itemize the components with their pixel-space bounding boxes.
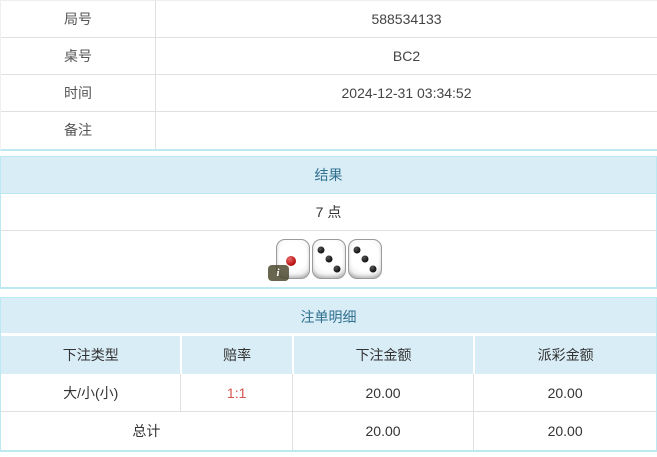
round-id-value: 588534133 [371,10,442,27]
die-3-value-3 [347,239,382,279]
col-bet-type: 下注类型 [62,347,119,363]
table-id-value: BC2 [392,47,421,64]
die-pip [333,265,340,273]
bet-amount: 20.00 [291,374,473,411]
col-payout-amount: 派彩金额 [473,336,656,374]
col-bet-amount: 下注金额 [291,336,473,374]
remark-value [156,112,657,149]
total-bet-amount: 20.00 [291,412,473,450]
table-id-label: 桌号 [1,37,156,75]
col-odds: 赔率 [180,336,291,374]
dice-row: i [1,231,656,287]
bet-odds: 1:1 [180,374,291,411]
die-pip [325,255,333,263]
die-pip [369,265,376,273]
die-pip [361,255,369,263]
table-row: 桌号 BC2 [1,37,657,75]
table-row: 备注 [1,112,657,149]
remark-label: 备注 [1,112,156,149]
round-info-table: 局号 588534133 桌号 BC2 时间 2024-12-31 03:34:… [0,0,657,151]
result-panel: 结果 7 点 i [0,156,657,289]
die-1-value-1: i [267,239,310,281]
bet-payout: 20.00 [473,374,656,411]
image-info-icon[interactable]: i [267,265,289,281]
time-label: 时间 [1,74,156,112]
die-pip [317,246,325,254]
total-label: 总计 [132,423,161,439]
bets-panel-title: 注单明细 [1,298,656,336]
die-pip [286,256,297,267]
result-points: 7 点 [1,194,656,231]
die-2-value-3 [311,239,346,279]
bet-type: 大/小(小) [63,385,119,401]
round-id-label: 局号 [1,0,156,38]
total-payout: 20.00 [473,412,656,450]
die-pip [353,246,361,254]
bet-row: 大/小(小) 1:1 20.00 20.00 [1,374,656,412]
total-row: 总计 20.00 20.00 [1,412,656,450]
table-row: 局号 588534133 [1,0,657,38]
table-row: 时间 2024-12-31 03:34:52 [1,74,657,112]
time-value: 2024-12-31 03:34:52 [341,84,472,101]
bets-panel: 注单明细 下注类型 赔率 下注金额 派彩金额 大/小(小) 1:1 20.00 … [0,297,657,452]
result-panel-title: 结果 [1,157,656,194]
bets-header-row: 下注类型 赔率 下注金额 派彩金额 [1,336,656,374]
